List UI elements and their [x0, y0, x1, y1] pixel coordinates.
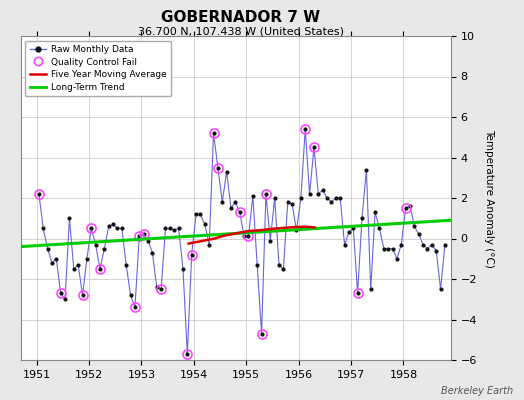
Text: Berkeley Earth: Berkeley Earth: [441, 386, 514, 396]
Text: GOBERNADOR 7 W: GOBERNADOR 7 W: [161, 10, 321, 25]
Y-axis label: Temperature Anomaly (°C): Temperature Anomaly (°C): [484, 128, 494, 268]
Text: 36.700 N, 107.438 W (United States): 36.700 N, 107.438 W (United States): [138, 26, 344, 36]
Legend: Raw Monthly Data, Quality Control Fail, Five Year Moving Average, Long-Term Tren: Raw Monthly Data, Quality Control Fail, …: [26, 40, 171, 96]
